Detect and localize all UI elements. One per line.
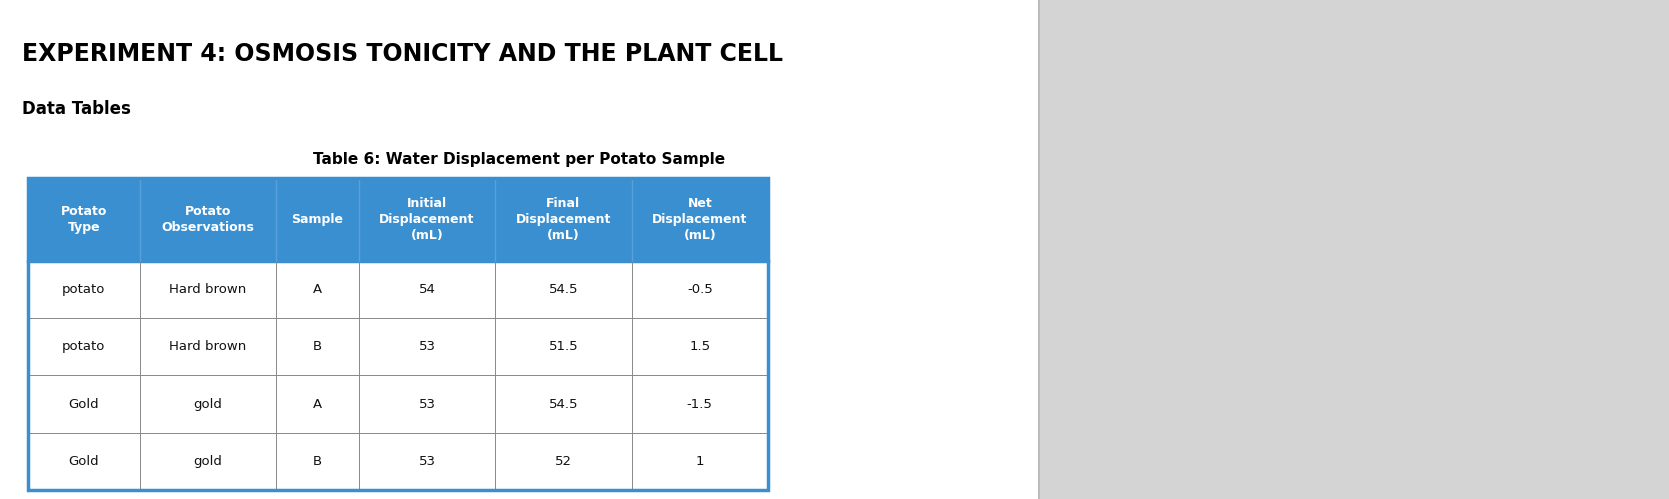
Text: Table 6: Water Displacement per Potato Sample: Table 6: Water Displacement per Potato S… [314,152,724,167]
Bar [275,433,359,490]
Text: Gold: Gold [68,398,98,411]
Bar [28,433,140,490]
Bar [496,433,631,490]
Text: Hard brown: Hard brown [169,340,247,353]
Text: EXPERIMENT 4: OSMOSIS TONICITY AND THE PLANT CELL: EXPERIMENT 4: OSMOSIS TONICITY AND THE P… [22,42,783,66]
Text: Net
Displacement
(mL): Net Displacement (mL) [653,197,748,242]
Bar [28,178,140,260]
Text: 54.5: 54.5 [549,398,577,411]
Text: gold: gold [194,455,222,468]
Bar [140,178,275,260]
Bar [140,318,275,375]
Text: gold: gold [194,398,222,411]
Text: A: A [312,398,322,411]
Text: B: B [312,340,322,353]
Text: 53: 53 [419,455,436,468]
Bar [28,318,140,375]
Text: 53: 53 [419,398,436,411]
Bar [275,375,359,433]
Bar [359,260,496,318]
Text: Potato
Type: Potato Type [60,205,107,234]
Text: 54: 54 [419,283,436,296]
Text: Final
Displacement
(mL): Final Displacement (mL) [516,197,611,242]
Text: Hard brown: Hard brown [169,283,247,296]
Bar [631,318,768,375]
Bar [496,178,631,260]
Text: potato: potato [62,283,105,296]
Bar [28,375,140,433]
Text: 54.5: 54.5 [549,283,577,296]
Bar [28,178,768,490]
Bar [275,260,359,318]
Text: B: B [312,455,322,468]
Text: Potato
Observations: Potato Observations [162,205,254,234]
Text: 51.5: 51.5 [549,340,577,353]
Text: -1.5: -1.5 [688,398,713,411]
Bar [359,433,496,490]
Text: 53: 53 [419,340,436,353]
Text: 1: 1 [696,455,704,468]
Text: A: A [312,283,322,296]
Bar [631,260,768,318]
Text: potato: potato [62,340,105,353]
Bar [275,318,359,375]
Bar [140,433,275,490]
Text: 1.5: 1.5 [689,340,711,353]
Text: Gold: Gold [68,455,98,468]
Bar [496,375,631,433]
Bar [359,178,496,260]
Bar [28,260,140,318]
Bar [140,375,275,433]
Bar [496,260,631,318]
Bar [631,433,768,490]
Text: Initial
Displacement
(mL): Initial Displacement (mL) [379,197,474,242]
Text: -0.5: -0.5 [688,283,713,296]
Bar [359,318,496,375]
Bar [359,375,496,433]
Text: 52: 52 [554,455,572,468]
Text: Data Tables: Data Tables [22,100,130,118]
Bar [140,260,275,318]
Bar [631,178,768,260]
Bar [496,318,631,375]
Bar [275,178,359,260]
Bar [631,375,768,433]
Text: Sample: Sample [292,213,344,226]
